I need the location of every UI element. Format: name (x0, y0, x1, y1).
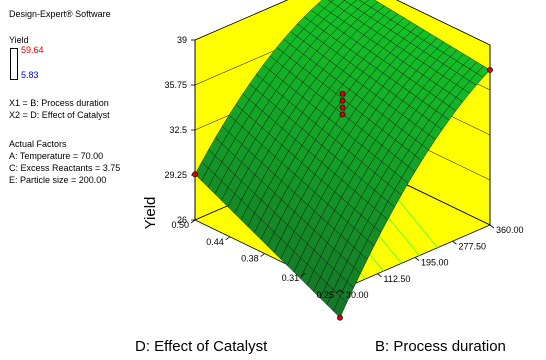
design-points (192, 67, 493, 321)
x-tick-label: 195.00 (421, 258, 449, 268)
y-tick (335, 289, 341, 294)
x-tick (414, 257, 420, 261)
design-point (337, 314, 343, 321)
x-tick (377, 273, 382, 278)
response-min: 5.83 (21, 70, 39, 80)
z-tick-label: 29.25 (164, 170, 187, 180)
y-tick-label: 0.31 (282, 273, 300, 283)
design-point (339, 90, 346, 97)
y-tick-label: 0.44 (206, 237, 224, 247)
factor-x2: X2 = D: Effect of Catalyst (9, 110, 110, 120)
design-point (339, 104, 346, 111)
z-tick-label: 26 (177, 215, 187, 225)
y-tick-label: 0.38 (241, 254, 259, 264)
design-point (339, 97, 346, 104)
response-name: Yield (9, 35, 29, 45)
y-tick-label: 0.50 (171, 220, 189, 230)
design-point (487, 67, 493, 73)
y-axis-label: D: Effect of Catalyst (135, 338, 268, 355)
design-point (339, 111, 346, 118)
z-tick-label: 39 (177, 35, 187, 45)
surface-cell (327, 0, 334, 3)
z-axis-label: Yield (142, 197, 159, 230)
x-tick (452, 240, 457, 245)
response-range-bar (10, 48, 18, 80)
actual-factor-c: C: Excess Reactants = 3.75 (9, 163, 121, 173)
response-max: 59.64 (21, 45, 44, 55)
y-tick (260, 253, 265, 257)
x-tick-label: 360.00 (496, 225, 524, 235)
x-tick-label: 30.00 (346, 290, 369, 300)
x-tick (339, 289, 345, 294)
actual-factor-e: E: Particle size = 200.00 (9, 175, 107, 185)
z-tick-label: 35.75 (164, 80, 187, 90)
x-axis-label: B: Process duration (375, 338, 506, 355)
y-tick (190, 219, 196, 224)
x-tick (489, 224, 495, 229)
y-tick (225, 236, 231, 241)
legend-panel: Design-Expert® Software Yield 59.64 5.83… (0, 0, 150, 200)
factor-x1: X1 = B: Process duration (9, 98, 109, 108)
actual-factors-title: Actual Factors (9, 139, 67, 149)
design-point (192, 171, 198, 178)
response-surface (194, 0, 491, 318)
surface-cell (476, 65, 491, 78)
y-tick (300, 272, 306, 277)
surface-cell (358, 0, 370, 4)
y-tick-label: 0.25 (316, 290, 334, 300)
z-gridline (194, 0, 491, 46)
x-tick-label: 277.50 (459, 241, 487, 251)
z-tick-label: 32.5 (169, 125, 187, 135)
software-label: Design-Expert® Software (9, 9, 111, 19)
axis-ticks: 26 29.25 32.5 35.75 39 30.00 112.50 195.00 277.5… (164, 35, 523, 300)
actual-factor-a: A: Temperature = 70.00 (9, 151, 104, 161)
x-tick-label: 112.50 (384, 274, 411, 284)
